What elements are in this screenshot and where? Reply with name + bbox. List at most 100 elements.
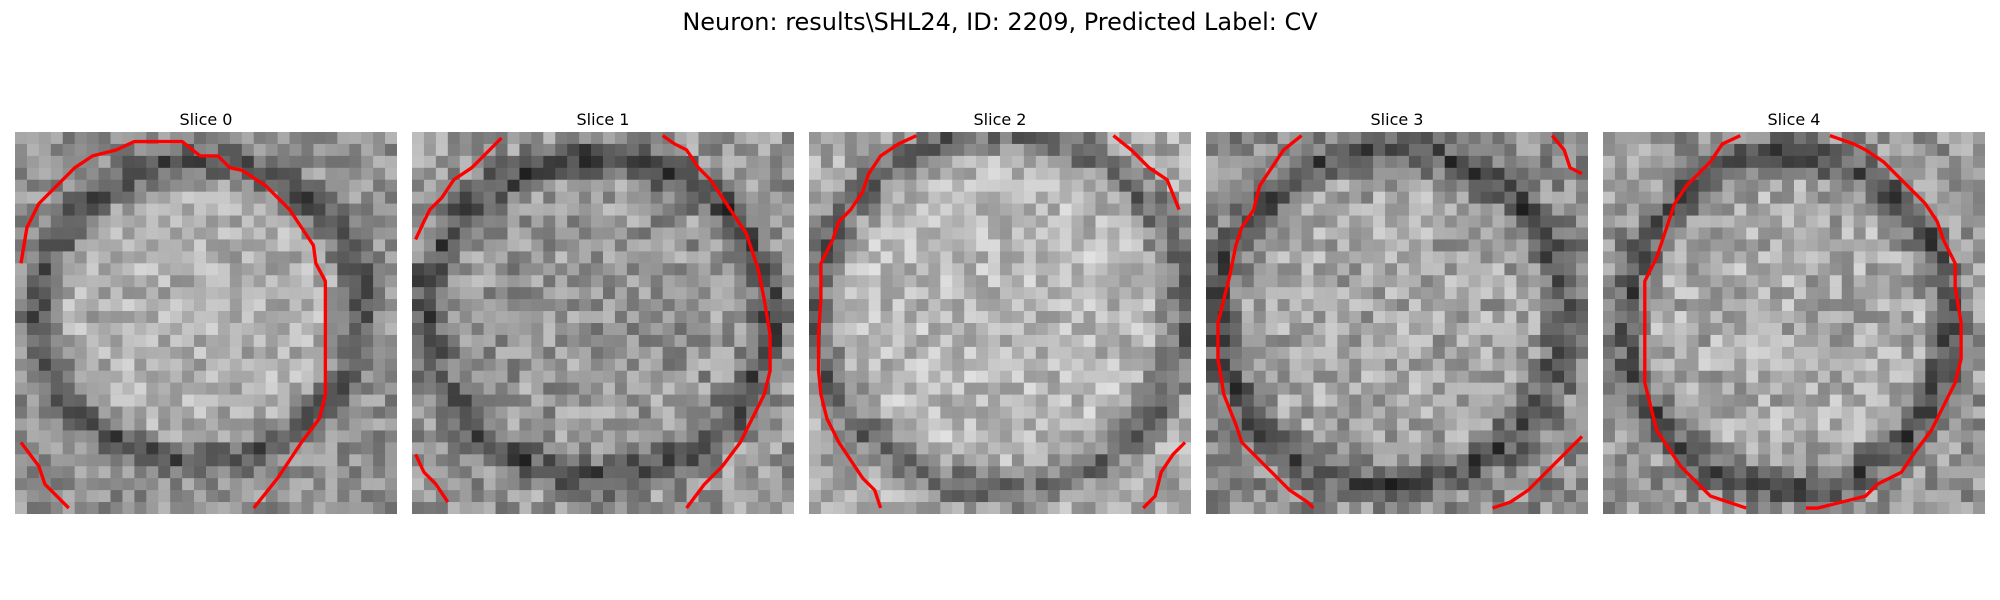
pixel — [1325, 299, 1338, 312]
pixel — [241, 370, 254, 383]
pixel — [1734, 370, 1747, 383]
pixel — [809, 287, 822, 300]
pixel — [531, 287, 544, 300]
pixel — [1614, 430, 1628, 443]
pixel — [86, 358, 99, 371]
pixel — [229, 287, 243, 300]
pixel — [447, 191, 460, 204]
pixel — [1961, 394, 1974, 407]
pixel — [1035, 251, 1048, 264]
pixel — [1397, 287, 1410, 300]
pixel — [253, 167, 266, 180]
pixel — [349, 394, 362, 407]
pixel — [26, 334, 40, 348]
pixel — [447, 454, 460, 467]
pixel — [110, 311, 123, 324]
pixel — [158, 299, 171, 312]
pixel — [412, 323, 425, 336]
pixel — [1408, 143, 1422, 157]
pixel — [1397, 251, 1410, 264]
pixel — [1167, 466, 1180, 479]
pixel — [86, 275, 99, 288]
pixel — [1698, 239, 1711, 252]
pixel — [856, 132, 869, 145]
pixel — [1638, 442, 1651, 455]
pixel — [1817, 215, 1831, 228]
pixel — [1528, 346, 1541, 360]
pixel — [650, 215, 663, 228]
pixel — [1973, 275, 1985, 288]
pixel — [1722, 394, 1735, 407]
pixel — [1047, 334, 1060, 348]
pixel — [1047, 502, 1060, 514]
pixel — [277, 478, 290, 491]
pixel — [1698, 406, 1711, 419]
pixel — [1023, 502, 1037, 514]
pixel — [1746, 155, 1759, 169]
pixel — [229, 275, 243, 288]
pixel — [1698, 311, 1711, 324]
pixel — [447, 239, 460, 252]
pixel — [614, 358, 628, 371]
pixel — [1841, 406, 1854, 419]
pixel — [122, 275, 135, 288]
pixel — [361, 370, 374, 383]
pixel — [373, 299, 386, 312]
pixel — [1035, 311, 1048, 324]
pixel — [1000, 311, 1013, 324]
pixel — [928, 251, 941, 264]
pixel — [746, 155, 759, 169]
pixel — [1576, 418, 1588, 431]
pixel — [1179, 406, 1191, 419]
pixel — [98, 203, 111, 216]
pixel — [229, 311, 243, 324]
pixel — [15, 132, 28, 145]
pixel — [1035, 323, 1048, 336]
pixel — [1770, 346, 1783, 360]
pixel — [940, 239, 953, 252]
pixel — [1516, 227, 1529, 240]
pixel — [782, 334, 794, 348]
pixel — [1241, 490, 1254, 503]
pixel — [1035, 442, 1048, 455]
pixel — [1456, 430, 1469, 443]
pixel — [361, 179, 374, 192]
pixel — [1710, 406, 1723, 419]
pixel — [1853, 227, 1866, 240]
pixel — [74, 299, 87, 312]
pixel — [1650, 227, 1663, 240]
pixel — [1734, 203, 1747, 216]
pixel — [1528, 299, 1541, 312]
pixel — [638, 179, 651, 192]
pixel — [555, 323, 568, 336]
pixel — [1277, 239, 1290, 252]
pixel — [1456, 132, 1469, 145]
pixel — [447, 358, 460, 371]
pixel — [170, 406, 183, 419]
pixel — [686, 215, 699, 228]
pixel — [1361, 346, 1374, 360]
pixel — [62, 466, 75, 479]
pixel — [770, 358, 783, 371]
segmentation-contour — [1491, 435, 1584, 510]
pixel — [1095, 275, 1108, 288]
pixel — [1385, 203, 1398, 216]
pixel — [373, 191, 386, 204]
pixel — [531, 370, 544, 383]
pixel — [746, 167, 759, 180]
pixel — [1865, 251, 1878, 264]
pixel — [614, 418, 628, 431]
pixel — [206, 251, 219, 264]
pixel — [337, 358, 350, 371]
pixel — [495, 251, 508, 264]
pixel — [170, 370, 183, 383]
pixel — [15, 502, 28, 514]
pixel — [770, 430, 783, 443]
pixel — [1143, 132, 1156, 145]
pixel — [1456, 358, 1469, 371]
pixel — [928, 299, 941, 312]
pixel — [1865, 132, 1878, 145]
pixel — [1361, 430, 1374, 443]
pixel — [1794, 442, 1807, 455]
pixel — [1337, 275, 1350, 288]
